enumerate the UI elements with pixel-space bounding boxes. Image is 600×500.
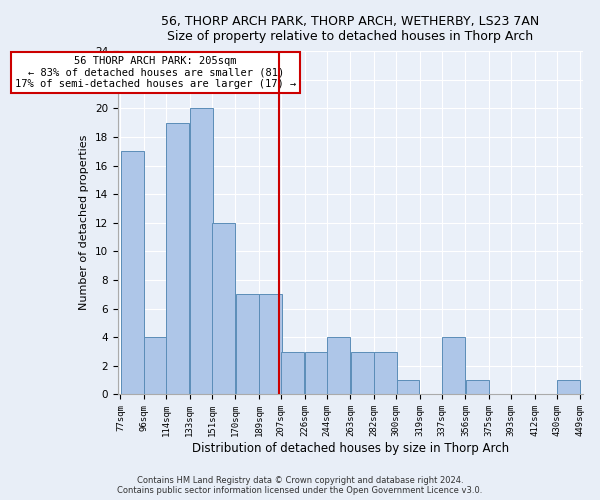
Bar	[212, 223, 235, 394]
Text: Contains HM Land Registry data © Crown copyright and database right 2024.
Contai: Contains HM Land Registry data © Crown c…	[118, 476, 482, 495]
Bar	[351, 352, 374, 395]
Bar	[442, 337, 465, 394]
Bar	[190, 108, 213, 395]
Bar	[305, 352, 328, 395]
Bar	[121, 152, 143, 394]
X-axis label: Distribution of detached houses by size in Thorp Arch: Distribution of detached houses by size …	[192, 442, 509, 455]
Text: 56 THORP ARCH PARK: 205sqm
← 83% of detached houses are smaller (81)
17% of semi: 56 THORP ARCH PARK: 205sqm ← 83% of deta…	[15, 56, 296, 89]
Bar	[374, 352, 397, 395]
Bar	[557, 380, 580, 394]
Bar	[144, 337, 167, 394]
Y-axis label: Number of detached properties: Number of detached properties	[79, 135, 89, 310]
Title: 56, THORP ARCH PARK, THORP ARCH, WETHERBY, LS23 7AN
Size of property relative to: 56, THORP ARCH PARK, THORP ARCH, WETHERB…	[161, 15, 539, 43]
Bar	[236, 294, 259, 394]
Bar	[259, 294, 282, 394]
Bar	[166, 122, 190, 394]
Bar	[327, 337, 350, 394]
Bar	[397, 380, 419, 394]
Bar	[466, 380, 488, 394]
Bar	[281, 352, 304, 395]
